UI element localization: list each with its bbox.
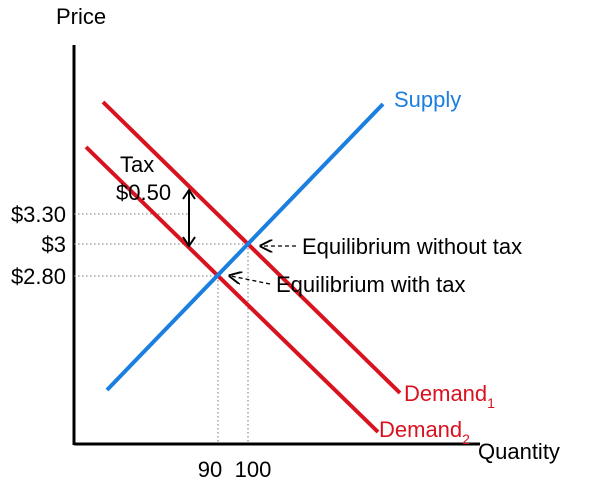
demand2-label-subscript: 2 (462, 431, 470, 447)
with-tax-pointer (231, 276, 271, 285)
tax-label: Tax (120, 152, 154, 177)
demand2-curve (84, 145, 380, 434)
demand1-label-subscript: 1 (487, 395, 495, 411)
with-tax-annotation: Equilibrium with tax (276, 272, 466, 297)
quantity-tick-label: 100 (235, 457, 272, 482)
price-tick-label: $3.30 (11, 202, 66, 227)
demand2-label: Demand2 (379, 417, 470, 447)
tax-arrow-down-head (182, 236, 196, 248)
demand1-label: Demand1 (404, 381, 495, 411)
y-axis-title: Price (56, 4, 106, 29)
quantity-tick-label: 90 (198, 457, 222, 482)
supply-label: Supply (394, 87, 461, 112)
tax-arrow-up-head (182, 188, 196, 200)
without-tax-annotation: Equilibrium without tax (302, 234, 522, 259)
demand1-label-text: Demand (404, 381, 487, 406)
tax-amount-label: $0.50 (116, 180, 171, 205)
x-axis-title: Quantity (478, 439, 560, 464)
demand2-label-text: Demand (379, 417, 462, 442)
supply-curve (105, 102, 385, 392)
price-tick-label: $2.80 (11, 264, 66, 289)
price-tick-label: $3 (42, 232, 66, 257)
demand1-curve (101, 100, 402, 395)
